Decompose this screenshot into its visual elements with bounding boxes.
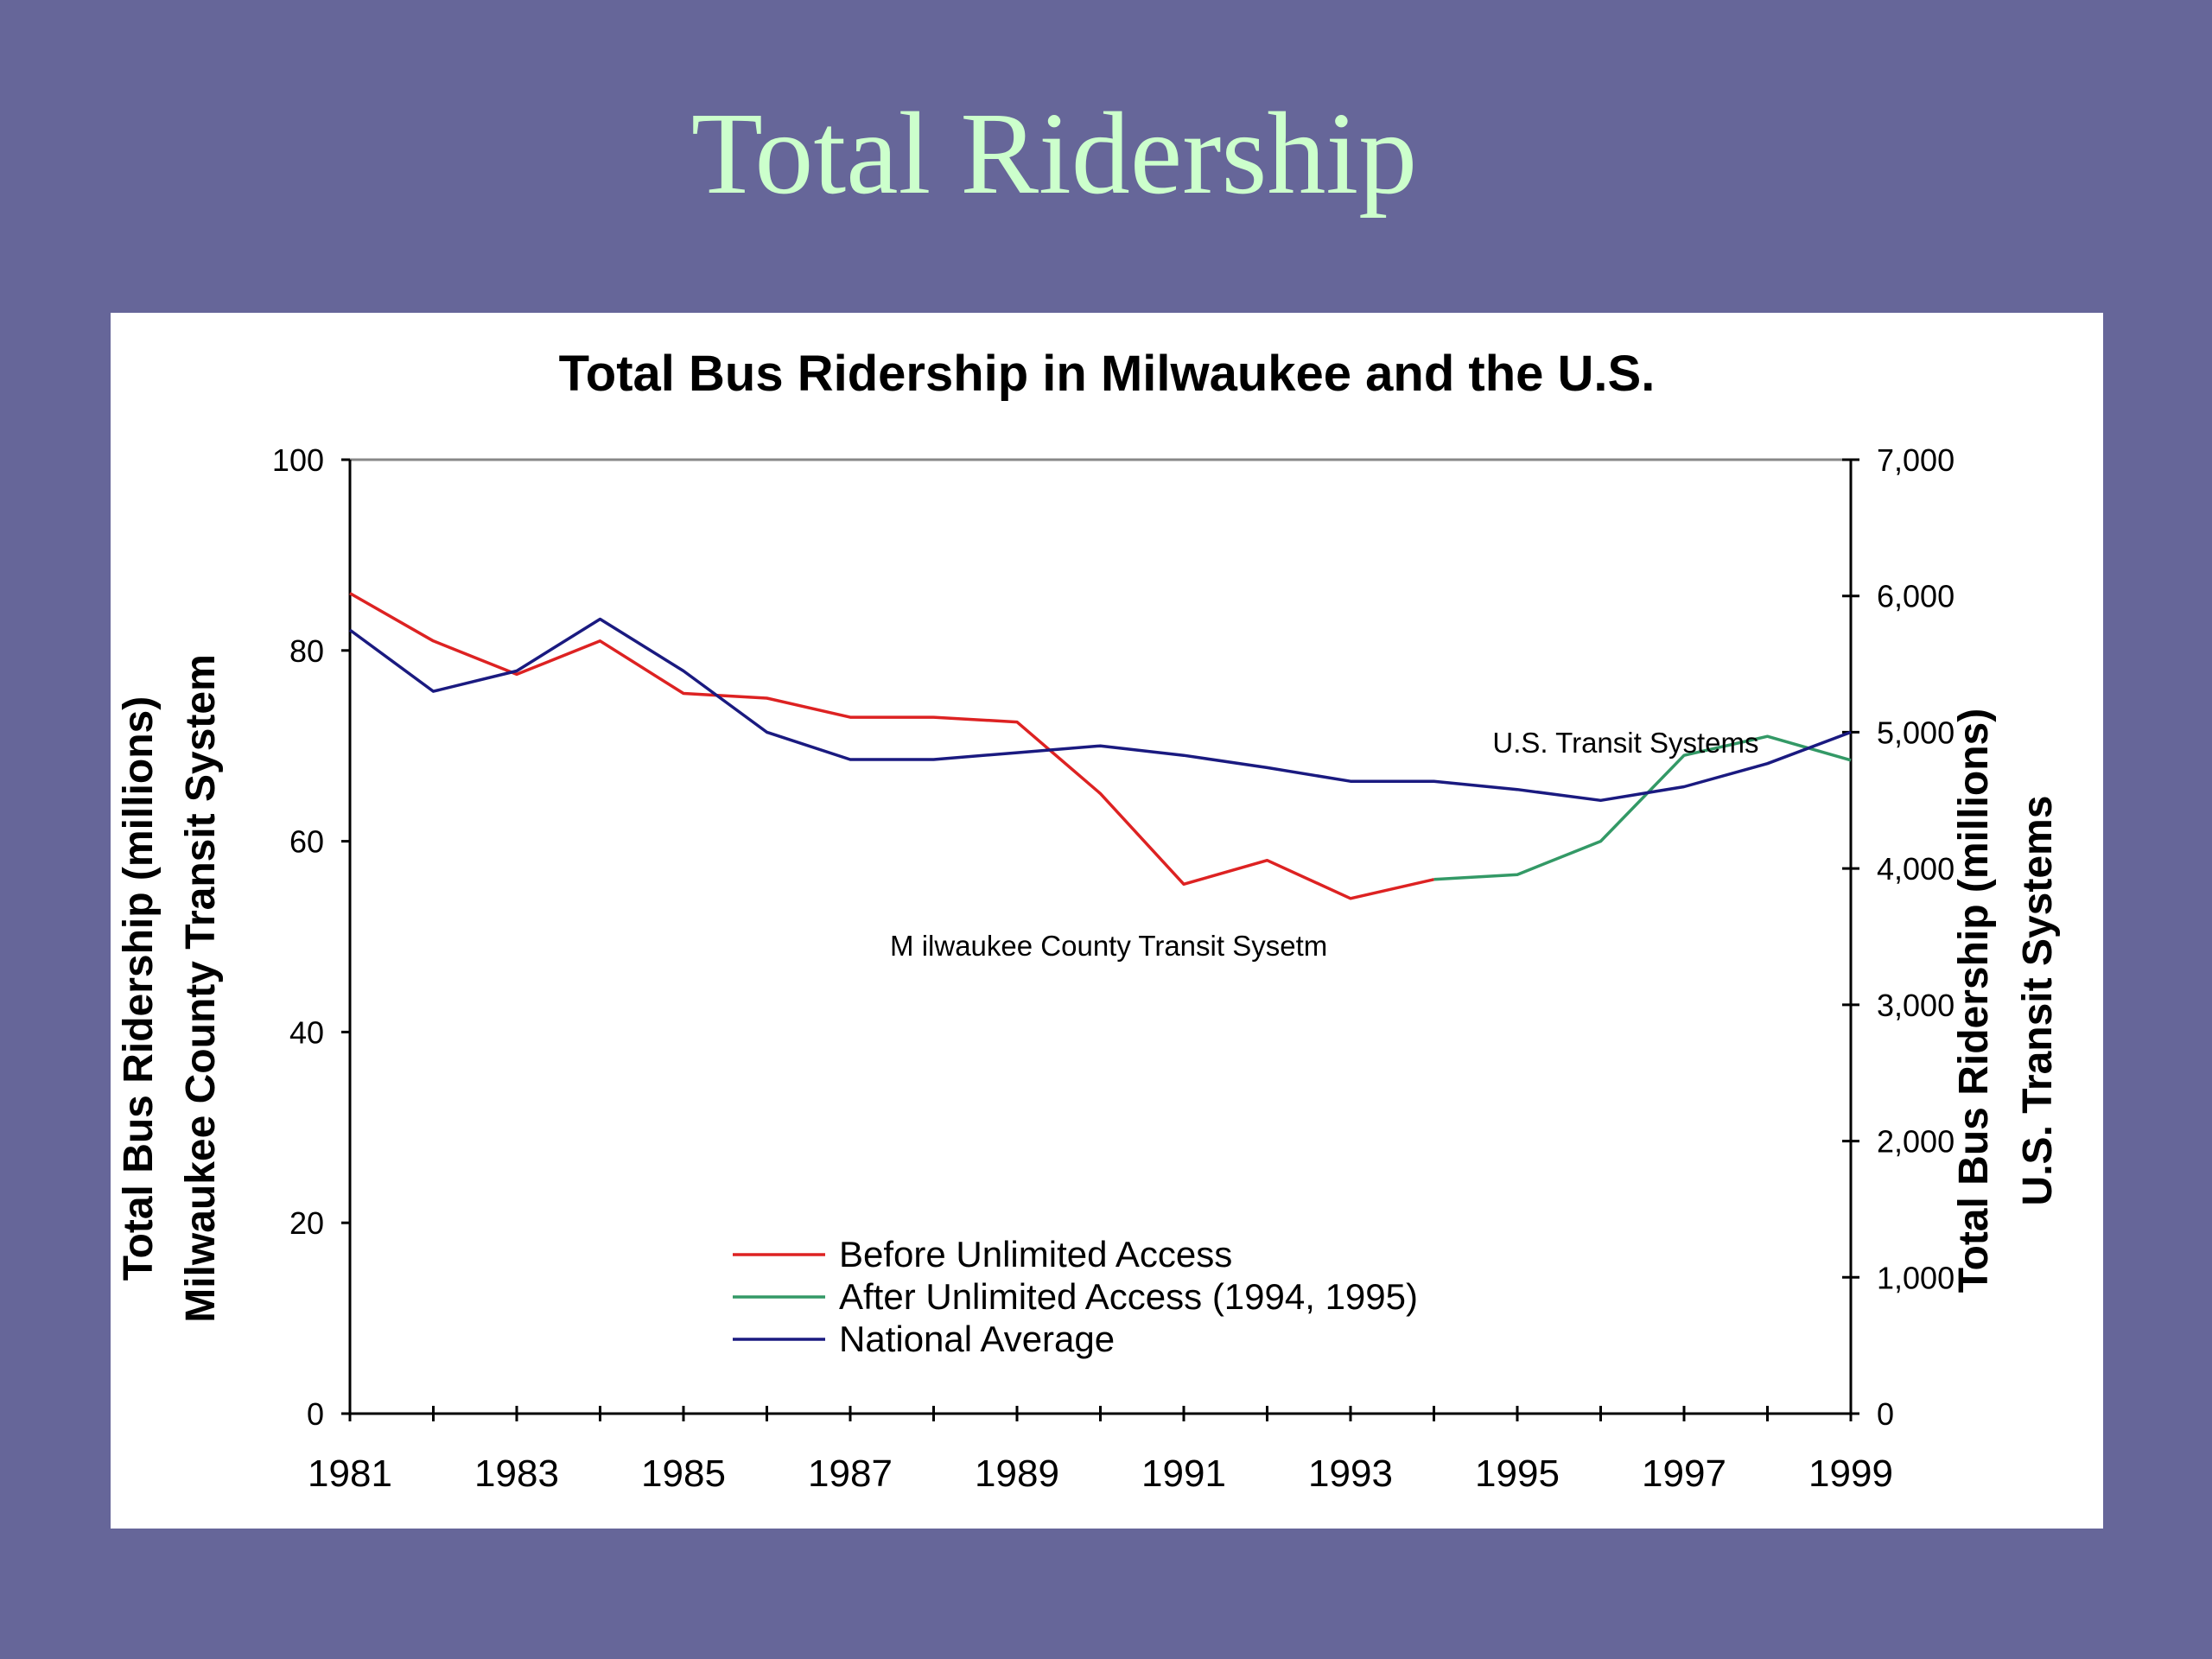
chart-panel: Total Bus Ridership in Milwaukee and the… [111, 313, 2103, 1529]
y-right-tick-label: 6,000 [1877, 579, 1955, 614]
series-lines [348, 592, 1852, 900]
x-tick-label: 1983 [474, 1452, 559, 1495]
series-line-2 [1433, 734, 1852, 881]
annotation-1: U.S. Transit Systems [1492, 727, 1758, 759]
series-line-1 [349, 592, 1434, 900]
y-right-tick-label: 1,000 [1877, 1260, 1955, 1295]
y-right-tick-label: 5,000 [1877, 715, 1955, 750]
y-right-tick-label: 7,000 [1877, 442, 1955, 478]
y-left-title-line1: Total Bus Ridership (millions) [116, 696, 162, 1281]
x-tick-label: 1981 [308, 1452, 392, 1495]
x-tick-label: 1993 [1308, 1452, 1393, 1495]
y-left-tick-label: 20 [289, 1205, 324, 1241]
y-right-title-line2: U.S. Transit Systems [2015, 796, 2061, 1206]
x-tick-label: 1995 [1475, 1452, 1560, 1495]
y-left-tick-label: 100 [272, 442, 324, 478]
y-left-tick-label: 60 [289, 824, 324, 860]
annotation-2: M ilwaukee County Transit Sysetm [890, 930, 1327, 962]
y-left-tick-label: 40 [289, 1014, 324, 1050]
legend-label-3: National Average [839, 1319, 1115, 1359]
x-tick-label: 1991 [1141, 1452, 1226, 1495]
y-right-tick-label: 4,000 [1877, 851, 1955, 887]
y-right-tick-label: 0 [1877, 1396, 1894, 1432]
x-tick-label: 1999 [1808, 1452, 1893, 1495]
chart: Total Bus Ridership in Milwaukee and the… [116, 346, 2061, 1495]
series-line-3 [348, 617, 1852, 803]
legend-label-1: Before Unlimited Access [839, 1234, 1232, 1274]
y-right-title-line1: Total Bus Ridership (millions) [1951, 709, 1997, 1293]
y-left-title-line2: Milwaukee County Transit System [178, 654, 224, 1323]
x-tick-label: 1989 [975, 1452, 1059, 1495]
x-tick-label: 1987 [808, 1452, 893, 1495]
slide-title: Total Ridership [690, 89, 1418, 219]
x-tick-label: 1997 [1642, 1452, 1726, 1495]
legend-label-2: After Unlimited Access (1994, 1995) [839, 1276, 1418, 1317]
axes: 1981 1983 1985 1987 1989 1991 1993 1995 1997 1999… [116, 442, 2061, 1495]
y-left-tick-label: 0 [307, 1396, 324, 1432]
chart-title: Total Bus Ridership in Milwaukee and the… [559, 346, 1656, 402]
y-right-tick-label: 3,000 [1877, 988, 1955, 1023]
annotations: U.S. Transit Systems M ilwaukee County Tr… [890, 727, 1758, 962]
x-tick-label: 1985 [641, 1452, 726, 1495]
y-left-tick-label: 80 [289, 633, 324, 669]
y-right-tick-label: 2,000 [1877, 1124, 1955, 1160]
